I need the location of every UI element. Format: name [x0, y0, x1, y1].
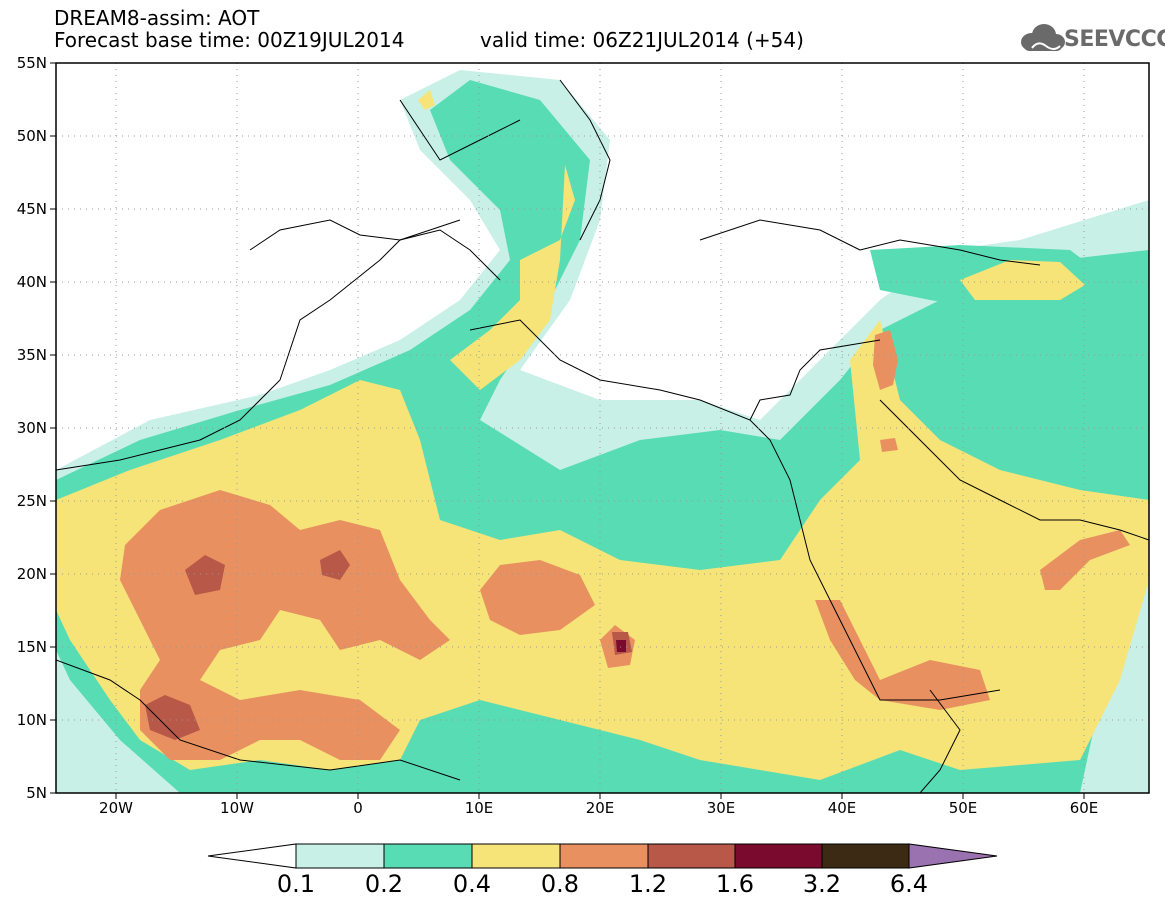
forecast-base-time: Forecast base time: 00Z19JUL2014	[54, 28, 405, 52]
logo-text: SEEVCCC	[1064, 27, 1165, 52]
lon-label: 30E	[707, 799, 736, 817]
lon-label: 40E	[828, 799, 857, 817]
lon-labels: 20W 10W 0 10E 20E 30E 40E 50E 60E	[99, 799, 1098, 817]
colorbar-label: 3.2	[802, 870, 842, 898]
colorbar-swatch	[734, 843, 823, 869]
colorbar-label: 0.1	[276, 870, 316, 898]
lat-label: 5N	[26, 784, 47, 802]
lon-label: 10W	[220, 799, 254, 817]
lat-label: 50N	[17, 127, 47, 145]
lon-label: 10E	[465, 799, 494, 817]
lat-label: 40N	[17, 273, 47, 291]
colorbar-lower-arrow	[207, 843, 297, 869]
lat-label: 35N	[17, 346, 47, 364]
lon-label: 60E	[1070, 799, 1099, 817]
valid-time: valid time: 06Z21JUL2014 (+54)	[480, 28, 804, 52]
lat-label: 15N	[17, 638, 47, 656]
aot-band-0.4	[56, 90, 1149, 780]
colorbar-swatch	[383, 843, 473, 869]
colorbar-label: 6.4	[889, 870, 929, 898]
aot-field	[56, 70, 1149, 793]
colorbar-swatch	[647, 843, 736, 869]
seevccc-logo	[1021, 24, 1065, 51]
colorbar-swatch	[471, 843, 561, 869]
aot-band-1.6	[616, 640, 626, 652]
map-title: DREAM8-assim: AOT	[54, 6, 260, 30]
lon-label: 0	[353, 799, 363, 817]
lat-label: 10N	[17, 711, 47, 729]
lat-label: 25N	[17, 492, 47, 510]
cloud-icon	[1021, 24, 1065, 51]
ticks	[50, 62, 1085, 799]
colorbar-label: 0.4	[452, 870, 492, 898]
lat-label: 55N	[17, 54, 47, 72]
lon-label: 20W	[99, 799, 133, 817]
colorbar-swatch	[559, 843, 649, 869]
lon-label: 20E	[586, 799, 615, 817]
colorbar-label: 0.2	[364, 870, 404, 898]
colorbar-label: 1.6	[715, 870, 755, 898]
colorbar-label: 1.2	[628, 870, 668, 898]
colorbar-upper-arrow	[908, 843, 998, 869]
coastlines	[56, 79, 1149, 793]
lat-label: 45N	[17, 200, 47, 218]
lat-labels: 55N 50N 45N 40N 35N 30N 25N 20N 15N 10N …	[17, 54, 47, 802]
lat-label: 20N	[17, 565, 47, 583]
colorbar-label: 0.8	[540, 870, 580, 898]
colorbar-swatch	[821, 843, 910, 869]
colorbar	[207, 843, 998, 869]
lon-label: 50E	[949, 799, 978, 817]
lat-label: 30N	[17, 419, 47, 437]
colorbar-swatch	[295, 843, 385, 869]
gridlines	[56, 63, 1149, 793]
